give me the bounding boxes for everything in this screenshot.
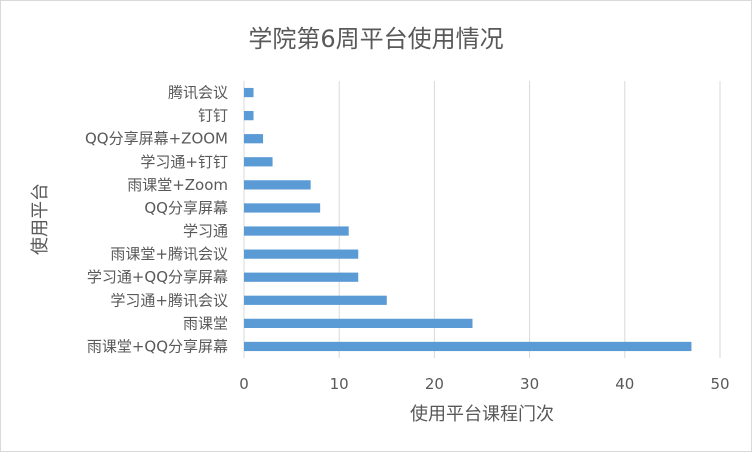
category-label: 腾讯会议 [168,84,228,102]
bar [244,226,349,236]
x-tick-label: 10 [330,375,349,393]
category-label: 雨课堂+QQ分享屏幕 [87,337,228,355]
bar [244,134,264,144]
category-label: QQ分享屏幕 [144,199,228,217]
x-axis-title: 使用平台课程门次 [410,404,554,425]
bars [244,87,692,352]
category-label: 钉钉 [198,107,228,125]
category-label: 学习通+QQ分享屏幕 [87,268,228,286]
x-tick-label: 30 [520,375,539,393]
category-label: 雨课堂+Zoom [127,176,228,194]
category-label: 学习通+腾讯会议 [110,291,228,309]
category-label: 雨课堂 [183,314,228,332]
category-label: 学习通+钉钉 [140,153,228,171]
x-tick-label: 40 [615,375,634,393]
bar [244,157,273,167]
category-labels: 雨课堂+QQ分享屏幕 雨课堂 学习通+腾讯会议 学习通+QQ分享屏幕 雨课堂+腾讯会议 学… [85,84,228,356]
category-label: 雨课堂+腾讯会议 [110,245,228,263]
bar [244,318,473,328]
gridlines [243,81,721,358]
bar [244,249,359,259]
category-label: 学习通 [183,222,228,240]
bar [244,341,692,352]
y-axis-title: 使用平台 [30,183,51,255]
bar [244,272,359,282]
chart-title: 学院第6周平台使用情况 [248,25,503,53]
bar [244,87,254,98]
bar [244,203,321,213]
x-tick-label: 20 [425,375,444,393]
bar [244,111,254,121]
category-label: QQ分享屏幕+ZOOM [85,130,228,148]
x-tick-label: 50 [710,375,729,393]
x-tick-labels: 0 10 20 30 40 50 [239,375,729,393]
x-tick-label: 0 [239,375,249,393]
bar [244,295,387,305]
bar [244,180,311,190]
